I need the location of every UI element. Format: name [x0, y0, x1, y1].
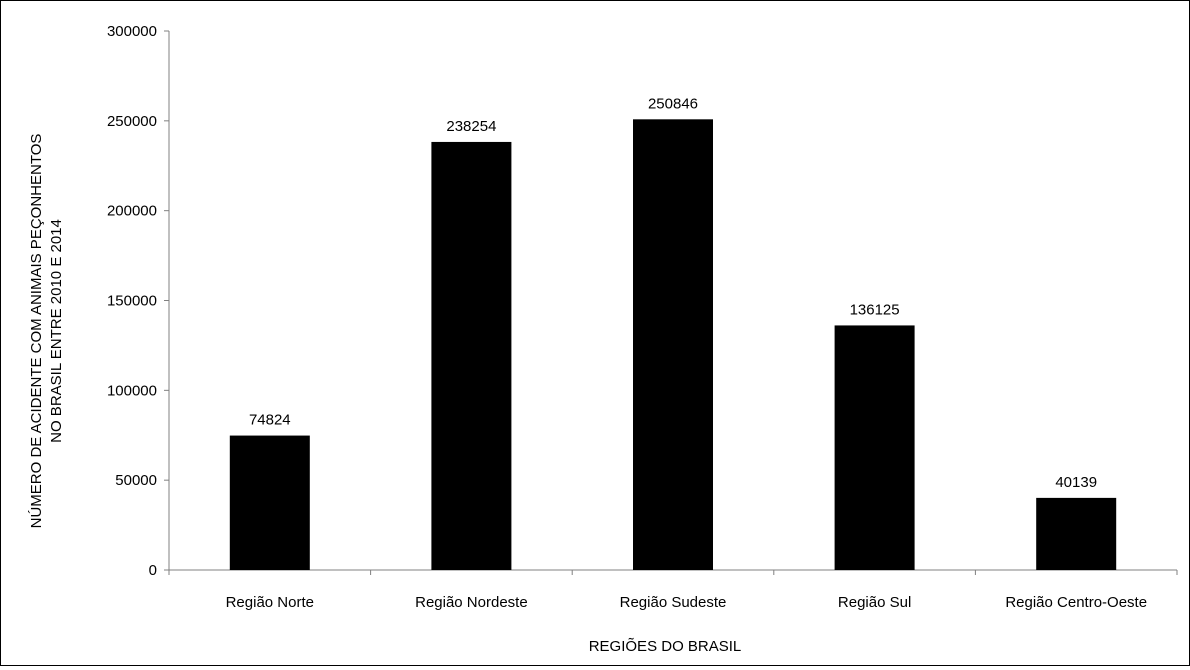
y-tick-label: 250000 [107, 113, 157, 130]
x-tick-label: Região Sul [838, 594, 911, 611]
data-label: 238254 [446, 118, 496, 135]
y-axis-title: NÚMERO DE ACIDENTE COM ANIMAIS PEÇONHENT… [28, 134, 65, 529]
x-tick-label: Região Sudeste [620, 594, 727, 611]
y-tick-label: 100000 [107, 382, 157, 399]
x-tick-label: Região Nordeste [415, 594, 528, 611]
bar [431, 141, 512, 570]
bar [229, 435, 310, 570]
x-axis-title: REGIÕES DO BRASIL [589, 638, 742, 655]
bar [834, 325, 915, 570]
bar [1036, 497, 1117, 570]
data-label: 74824 [249, 412, 291, 429]
plot-area: 0 50000 100000 150000 200000 250000 300000 7482… [107, 23, 1178, 611]
x-tick-label: Região Norte [226, 594, 314, 611]
y-tick-label: 300000 [107, 23, 157, 40]
x-tick-label: Região Centro-Oeste [1005, 594, 1147, 611]
y-tick-label: 50000 [115, 472, 157, 489]
y-axis-title-line-1: NÚMERO DE ACIDENTE COM ANIMAIS PEÇONHENT… [28, 134, 45, 529]
bar [633, 119, 713, 570]
data-label: 250846 [648, 95, 698, 112]
y-tick-label: 150000 [107, 293, 157, 310]
y-axis-title-line-2: NO BRASIL ENTRE 2010 E 2014 [48, 219, 65, 443]
y-tick-label: 0 [149, 562, 157, 579]
y-tick-label: 200000 [107, 203, 157, 220]
data-label: 136125 [850, 301, 900, 318]
data-label: 40139 [1055, 474, 1097, 491]
